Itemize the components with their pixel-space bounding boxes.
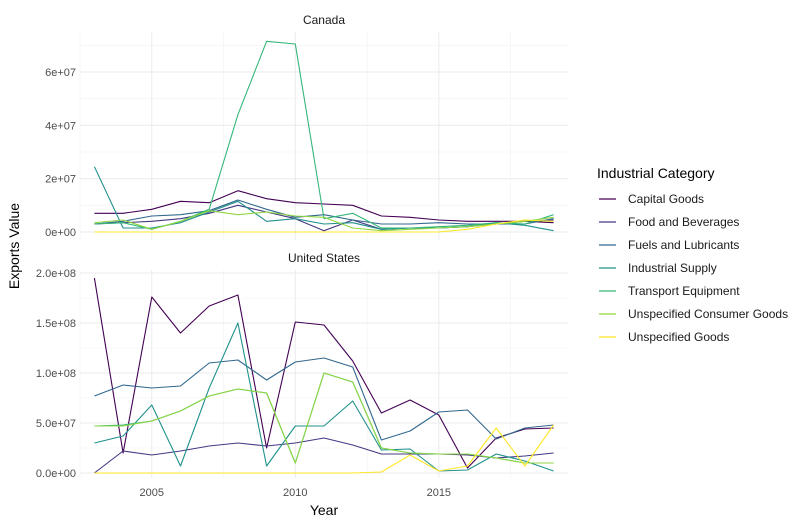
x-tick-label: 2010 <box>283 487 307 499</box>
x-tick-label: 2005 <box>140 487 164 499</box>
y-tick-label: 2.0e+08 <box>36 268 76 280</box>
legend-label: Food and Beverages <box>628 215 739 229</box>
y-axis-title: Exports Value <box>6 203 22 289</box>
series-line-transport-equipment <box>94 40 554 230</box>
legend-item: Capital Goods <box>599 192 704 206</box>
y-tick-label: 1.5e+08 <box>36 318 76 330</box>
legend: Industrial Category Capital Goods Food an… <box>597 165 788 344</box>
series-line-capital-goods <box>94 190 554 224</box>
legend-item: Industrial Supply <box>599 261 717 275</box>
series-line-fuels-and-lubricants <box>94 357 554 441</box>
legend-item: Unspecified Consumer Goods <box>599 307 788 321</box>
y-tick-label: 2e+07 <box>45 174 76 186</box>
series-line-unspecified-goods <box>94 424 555 474</box>
legend-label: Fuels and Lubricants <box>628 238 739 252</box>
series-line-capital-goods <box>93 277 554 469</box>
y-tick-label: 5.0e+07 <box>36 418 76 430</box>
legend-label: Unspecified Consumer Goods <box>628 307 788 321</box>
y-tick-label: 0e+00 <box>45 227 76 239</box>
legend-title: Industrial Category <box>597 165 715 181</box>
series-line-unspecified-goods <box>94 219 554 233</box>
legend-item: Fuels and Lubricants <box>599 238 739 252</box>
panel-strip-label: United States <box>288 251 360 265</box>
panel-canada: Canada 0e+00 2e+07 4e+07 6e+07 <box>45 13 568 240</box>
y-tick-label: 1.0e+08 <box>36 368 76 380</box>
legend-label: Industrial Supply <box>628 261 717 275</box>
x-tick-label: 2015 <box>427 487 451 499</box>
legend-item: Unspecified Goods <box>599 330 729 344</box>
panel-united-states: United States 0.0e+00 5.0e+07 1.0e+08 1.5e+0… <box>36 251 568 480</box>
series-line-industrial-supply <box>94 322 554 472</box>
series-line-food-and-beverages <box>94 437 554 474</box>
y-tick-label: 6e+07 <box>45 67 76 79</box>
y-tick-label: 4e+07 <box>45 120 76 132</box>
series-line-unspecified-consumer-goods <box>94 210 554 232</box>
x-axis-title: Year <box>310 502 339 518</box>
y-tick-label: 0.0e+00 <box>36 468 76 480</box>
panel-strip-label: Canada <box>303 13 345 27</box>
legend-label: Unspecified Goods <box>628 330 729 344</box>
legend-label: Transport Equipment <box>628 284 740 298</box>
legend-item: Transport Equipment <box>599 284 740 298</box>
legend-label: Capital Goods <box>628 192 704 206</box>
legend-item: Food and Beverages <box>599 215 739 229</box>
series-line-unspecified-consumer-goods <box>94 372 554 464</box>
